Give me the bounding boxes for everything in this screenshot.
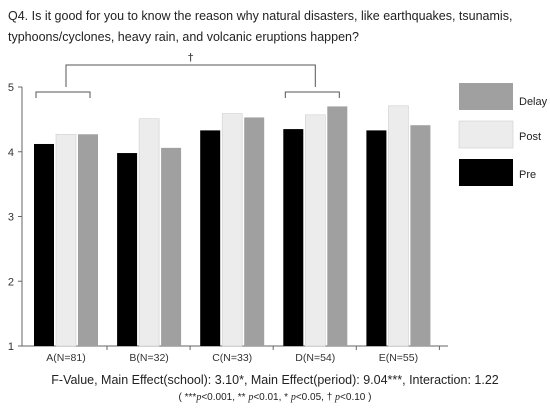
legend-swatch-pre	[459, 159, 513, 186]
bar-pre-5	[366, 130, 387, 346]
footnote-p4: p	[335, 392, 341, 403]
x-tick-label: A(N=81)	[46, 352, 85, 364]
footnote-t4: <0.10 )	[340, 392, 372, 403]
question-title: Q4. Is it good for you to know the reaso…	[8, 9, 513, 44]
footnote-p2: p	[248, 392, 254, 403]
x-tick-label: B(N=32)	[129, 352, 168, 364]
legend-swatch-delay	[459, 83, 513, 110]
bar-pre-4	[283, 129, 304, 346]
significance-dagger: †	[188, 51, 194, 64]
significance-footnote: ( ***p<0.001, ** p<0.01, * p<0.05, † p<0…	[0, 391, 550, 405]
bar-pre-3	[200, 130, 221, 346]
y-tick-label: 2	[8, 276, 14, 288]
bracket-d-periods	[284, 91, 340, 98]
bar-post-3	[221, 113, 243, 347]
legend-label-pre: Pre	[519, 169, 536, 181]
x-tick-label: D(N=54)	[295, 352, 335, 364]
x-tick-label: C(N=33)	[212, 352, 252, 364]
bar-delay-3	[244, 117, 265, 347]
bar-post-1	[55, 133, 77, 347]
bar-post-4	[304, 114, 326, 347]
stats-line: F-Value, Main Effect(school): 3.10*, Mai…	[51, 373, 499, 387]
bracket-a-vs-d	[65, 64, 316, 87]
bar-pre-2	[117, 153, 138, 346]
footnote-p1: p	[196, 392, 202, 403]
y-tick-label: 3	[8, 212, 14, 224]
x-tick-label: E(N=55)	[379, 352, 418, 364]
bar-delay-2	[161, 147, 182, 346]
legend-swatch-post	[458, 120, 514, 149]
y-tick-label: 1	[8, 341, 14, 353]
bar-post-2	[138, 118, 160, 347]
footnote-t3: <0.05, †	[295, 392, 336, 403]
footnote-p3: p	[290, 392, 296, 403]
bar-post-5	[388, 105, 409, 347]
y-tick-label: 4	[8, 147, 14, 159]
footnote-t1: <0.001, **	[201, 392, 249, 403]
bar-delay-5	[410, 125, 431, 346]
y-tick-label: 5	[8, 82, 14, 94]
bar-pre-1	[34, 143, 54, 346]
bracket-a-periods	[35, 91, 91, 98]
legend-label-delay: Delay	[519, 96, 548, 108]
bar-delay-4	[327, 106, 348, 346]
bar-delay-1	[78, 134, 98, 346]
footnote-t2: <0.01, *	[253, 392, 291, 403]
legend-label-post: Post	[519, 131, 541, 143]
footnote-open: ( ***	[178, 392, 197, 403]
